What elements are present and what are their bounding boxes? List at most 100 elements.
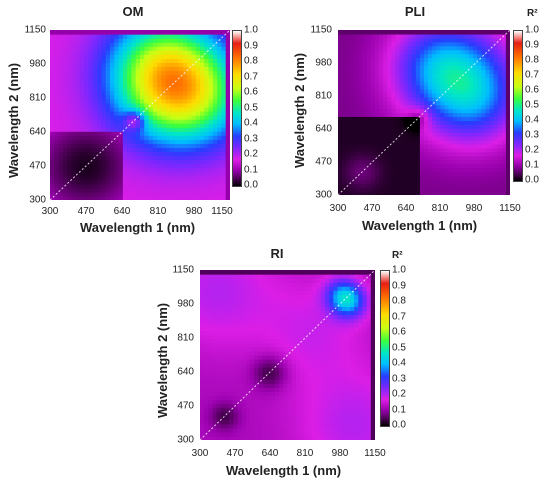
heatmap-cell — [225, 110, 230, 116]
heatmap-cell — [436, 45, 441, 51]
heatmap-cell — [275, 274, 280, 279]
heatmap-cell — [114, 34, 120, 39]
heatmap-cell — [350, 132, 355, 137]
heatmap-cell — [395, 108, 401, 114]
heatmap-cell — [432, 159, 437, 165]
heatmap-cell — [477, 96, 482, 102]
heatmap-cell — [444, 112, 450, 118]
heatmap-cell — [157, 62, 163, 68]
heatmap-cell — [262, 375, 268, 380]
heatmap-cell — [407, 92, 413, 98]
heatmap-cell — [370, 120, 376, 125]
heatmap-cell — [208, 375, 214, 380]
heatmap-cell — [452, 49, 458, 55]
heatmap-cell — [122, 70, 128, 76]
heatmap-cell — [110, 163, 115, 169]
heatmap-cell — [308, 407, 314, 413]
heatmap-cell — [148, 123, 154, 128]
heatmap-cell — [165, 74, 171, 80]
heatmap-cell — [366, 171, 372, 176]
heatmap-cell — [350, 104, 355, 110]
heatmap-cell — [497, 96, 503, 102]
heatmap-cell — [493, 143, 499, 149]
heatmap-cell — [187, 106, 193, 112]
heatmap-cell — [140, 171, 145, 177]
heatmap-cell — [225, 355, 230, 360]
heatmap-cell — [485, 100, 491, 106]
heatmap-cell — [195, 70, 201, 76]
heatmap-cell — [374, 120, 380, 125]
heatmap-cell — [444, 108, 450, 114]
heatmap-cell — [67, 127, 73, 132]
heatmap-cell — [266, 411, 272, 417]
heatmap-cell — [460, 41, 466, 47]
heatmap-cell — [178, 74, 184, 80]
heatmap-cell — [114, 147, 120, 153]
heatmap-cell — [489, 57, 495, 63]
heatmap-cell — [84, 179, 90, 185]
heatmap-cell — [191, 131, 197, 136]
heatmap-cell — [178, 119, 184, 124]
heatmap-cell — [191, 179, 197, 185]
heatmap-cell — [387, 183, 392, 188]
heatmap-cell — [291, 286, 297, 291]
heatmap-cell — [191, 135, 197, 140]
heatmap-cell — [212, 179, 218, 185]
heatmap-cell — [329, 314, 334, 320]
heatmap-cell — [415, 33, 421, 39]
heatmap-cell — [428, 191, 433, 195]
heatmap-cell — [469, 159, 474, 165]
heatmap-cell — [419, 33, 425, 39]
heatmap-cell — [448, 73, 454, 78]
heatmap-cell — [291, 431, 297, 437]
heatmap-cell — [312, 399, 318, 405]
heatmap-cell — [275, 330, 280, 336]
heatmap-cell — [424, 108, 429, 114]
heatmap-cell — [419, 124, 425, 129]
heatmap-cell — [346, 57, 351, 63]
heatmap-cell — [485, 69, 491, 74]
heatmap-cell — [432, 96, 437, 102]
heatmap-cell — [58, 159, 64, 165]
heatmap-cell — [395, 167, 401, 173]
heatmap-cell — [80, 187, 85, 193]
heatmap-cell — [127, 147, 133, 153]
heatmap-cell — [407, 96, 413, 102]
heatmap-cell — [304, 367, 309, 372]
heatmap-cell — [501, 73, 507, 78]
heatmap-cell — [101, 159, 107, 165]
heatmap-cell — [342, 167, 347, 173]
heatmap-cell — [131, 171, 137, 177]
heatmap-cell — [221, 167, 227, 173]
heatmap-cell — [118, 98, 124, 104]
heatmap-cell — [312, 294, 318, 299]
heatmap-cell — [204, 30, 210, 35]
heatmap-cell — [329, 278, 334, 283]
heatmap-cell — [329, 359, 334, 364]
heatmap-cell — [497, 191, 503, 195]
heatmap-cell — [391, 61, 396, 66]
heatmap-cell — [80, 175, 85, 181]
colorbar-tick: 0.1 — [244, 164, 258, 175]
heatmap-cell — [493, 33, 499, 39]
heatmap-cell — [497, 132, 503, 137]
heatmap-cell — [325, 423, 330, 429]
heatmap-cell — [191, 155, 197, 161]
heatmap-cell — [182, 131, 188, 136]
heatmap-cell — [419, 143, 425, 149]
heatmap-cell — [469, 120, 474, 125]
heatmap-cell — [448, 49, 454, 55]
heatmap-cell — [424, 81, 429, 86]
heatmap-cell — [212, 286, 218, 291]
colorbar-tick: 0.2 — [525, 144, 539, 156]
x-tick-label: 810 — [149, 206, 167, 217]
heatmap-cell — [395, 183, 401, 188]
heatmap-cell — [140, 175, 145, 181]
heatmap-cell — [308, 298, 314, 303]
heatmap-cell — [415, 92, 421, 98]
heatmap-cell — [204, 318, 209, 324]
heatmap-cell — [75, 167, 81, 173]
heatmap-cell — [362, 73, 368, 78]
heatmap-cell — [262, 427, 268, 433]
heatmap-cell — [505, 151, 510, 157]
